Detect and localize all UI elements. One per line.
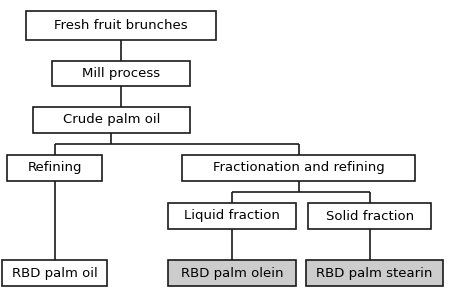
- Text: RBD palm olein: RBD palm olein: [181, 266, 283, 280]
- FancyBboxPatch shape: [308, 203, 431, 229]
- FancyBboxPatch shape: [168, 203, 296, 229]
- Text: Refining: Refining: [27, 161, 82, 175]
- FancyBboxPatch shape: [52, 61, 190, 86]
- Text: Liquid fraction: Liquid fraction: [184, 209, 280, 223]
- Text: Mill process: Mill process: [82, 67, 160, 80]
- Text: Crude palm oil: Crude palm oil: [63, 113, 160, 127]
- Text: Fresh fruit brunches: Fresh fruit brunches: [54, 19, 188, 32]
- FancyBboxPatch shape: [2, 260, 107, 286]
- Text: Solid fraction: Solid fraction: [326, 209, 414, 223]
- FancyBboxPatch shape: [26, 11, 216, 40]
- FancyBboxPatch shape: [168, 260, 296, 286]
- Text: RBD palm stearin: RBD palm stearin: [316, 266, 433, 280]
- Text: RBD palm oil: RBD palm oil: [12, 266, 97, 280]
- FancyBboxPatch shape: [7, 155, 102, 181]
- FancyBboxPatch shape: [182, 155, 415, 181]
- FancyBboxPatch shape: [306, 260, 443, 286]
- Text: Fractionation and refining: Fractionation and refining: [213, 161, 384, 175]
- FancyBboxPatch shape: [33, 107, 190, 133]
